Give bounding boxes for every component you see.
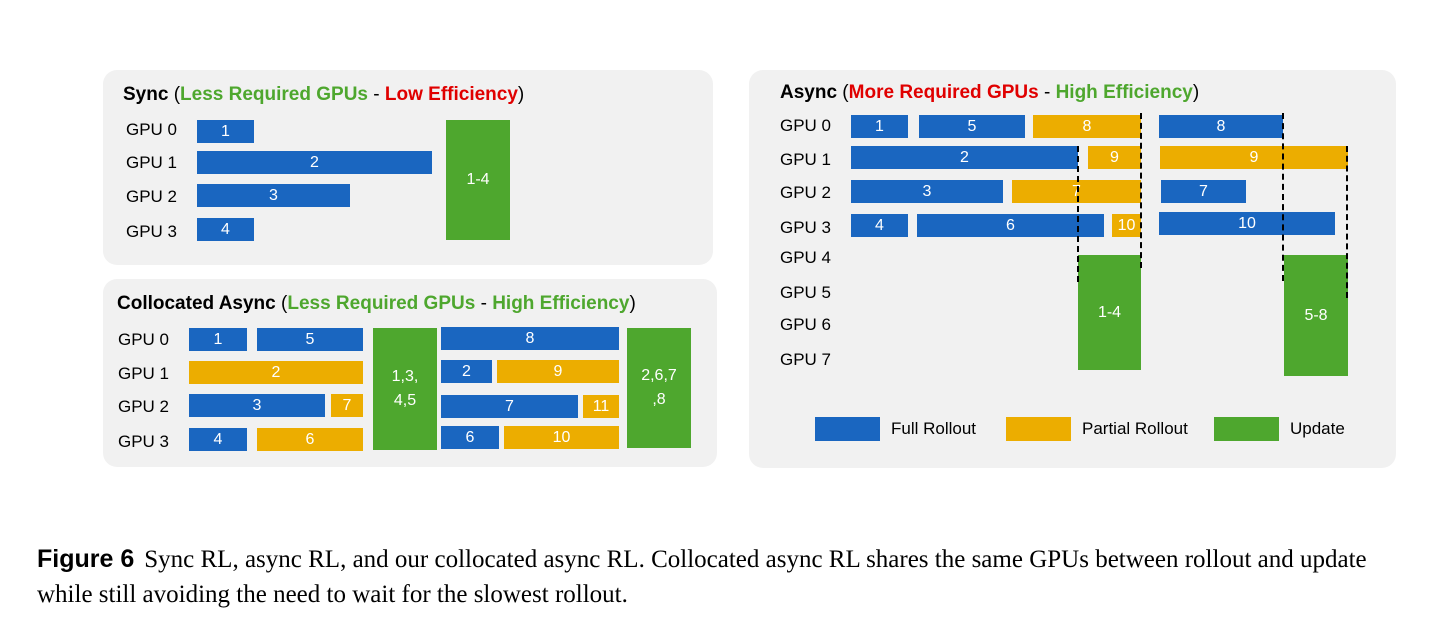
async-rollout-bar: 2 bbox=[851, 146, 1078, 169]
async-gpu-label: GPU 6 bbox=[780, 315, 832, 334]
collocated-gpu-label: GPU 0 bbox=[118, 330, 170, 349]
sync-gpu-label: GPU 2 bbox=[126, 187, 178, 206]
async-gpus-note: More Required GPUs bbox=[848, 82, 1039, 103]
async-title: Async (More Required GPUs - High Efficie… bbox=[780, 82, 1200, 103]
collocated-gpu-label: GPU 3 bbox=[118, 432, 170, 451]
sync-eff-note: Low Efficiency bbox=[384, 84, 518, 105]
collocated-gpus-note: Less Required GPUs bbox=[287, 293, 476, 314]
collocated-update-block: 1,3, 4,5 bbox=[373, 328, 437, 450]
collocated-update-block: 2,6,7 ,8 bbox=[627, 328, 691, 448]
collocated-rollout-bar: 2 bbox=[441, 360, 492, 383]
collocated-rollout-bar: 11 bbox=[583, 395, 619, 418]
sync-gpus-note: Less Required GPUs bbox=[180, 84, 368, 105]
collocated-rollout-bar: 6 bbox=[441, 426, 499, 449]
async-update-block: 1-4 bbox=[1078, 255, 1141, 370]
collocated-rollout-bar: 8 bbox=[441, 327, 619, 350]
collocated-rollout-bar: 2 bbox=[189, 361, 363, 384]
async-dashed-line bbox=[1140, 113, 1142, 268]
async-rollout-bar: 6 bbox=[917, 214, 1104, 237]
collocated-rollout-bar: 3 bbox=[189, 394, 325, 417]
figure-label: Figure 6 bbox=[37, 545, 135, 573]
sync-title-main: Sync bbox=[123, 84, 169, 105]
async-rollout-bar: 9 bbox=[1160, 146, 1348, 169]
async-rollout-bar: 4 bbox=[851, 214, 908, 237]
legend-full-label: Full Rollout bbox=[891, 419, 977, 438]
sync-gpu-label: GPU 3 bbox=[126, 222, 178, 241]
async-rollout-bar: 1 bbox=[851, 115, 908, 138]
async-rollout-bar: 10 bbox=[1112, 214, 1141, 237]
collocated-rollout-bar: 5 bbox=[257, 328, 363, 351]
caption-text: Sync RL, async RL, and our collocated as… bbox=[37, 546, 1367, 608]
sync-title: Sync (Less Required GPUs - Low Efficienc… bbox=[123, 84, 525, 105]
async-rollout-bar: 8 bbox=[1159, 115, 1283, 138]
async-gpu-label: GPU 4 bbox=[780, 248, 832, 267]
sync-update-block: 1-4 bbox=[446, 120, 510, 240]
collocated-title: Collocated Async (Less Required GPUs - H… bbox=[117, 293, 636, 314]
collocated-rollout-bar: 9 bbox=[497, 360, 619, 383]
collocated-gpu-label: GPU 2 bbox=[118, 397, 170, 416]
async-rollout-bar: 10 bbox=[1159, 212, 1335, 235]
async-rollout-bar: 3 bbox=[851, 180, 1003, 203]
legend-full-swatch bbox=[815, 417, 880, 441]
sync-gpu-label: GPU 0 bbox=[126, 120, 178, 139]
async-rollout-bar: 5 bbox=[919, 115, 1025, 138]
async-rollout-bar: 7 bbox=[1012, 180, 1141, 203]
async-gpu-label: GPU 1 bbox=[780, 150, 832, 169]
async-rollout-bar: 9 bbox=[1088, 146, 1141, 169]
async-dashed-line bbox=[1077, 146, 1079, 282]
async-gpu-label: GPU 5 bbox=[780, 283, 832, 302]
legend-update-label: Update bbox=[1290, 419, 1345, 438]
async-dashed-line bbox=[1346, 146, 1348, 298]
collocated-rollout-bar: 10 bbox=[504, 426, 619, 449]
async-gpu-label: GPU 3 bbox=[780, 218, 832, 237]
async-gpu-label: GPU 2 bbox=[780, 183, 832, 202]
legend-update-swatch bbox=[1214, 417, 1279, 441]
async-rollout-bar: 7 bbox=[1161, 180, 1246, 203]
collocated-eff-note: High Efficiency bbox=[492, 293, 630, 314]
sync-rollout-bar: 4 bbox=[197, 218, 254, 241]
async-update-block: 5-8 bbox=[1284, 255, 1348, 376]
collocated-rollout-bar: 7 bbox=[331, 394, 363, 417]
sync-rollout-bar: 1 bbox=[197, 120, 254, 143]
legend-partial-label: Partial Rollout bbox=[1082, 419, 1188, 438]
collocated-gpu-label: GPU 1 bbox=[118, 364, 170, 383]
async-dashed-line bbox=[1282, 113, 1284, 281]
collocated-rollout-bar: 4 bbox=[189, 428, 247, 451]
collocated-title-main: Collocated Async bbox=[117, 293, 276, 314]
collocated-rollout-bar: 6 bbox=[257, 428, 363, 451]
sync-gpu-label: GPU 1 bbox=[126, 153, 178, 172]
sync-rollout-bar: 3 bbox=[197, 184, 350, 207]
async-title-main: Async bbox=[780, 82, 838, 103]
figure-caption: Figure 6 Sync RL, async RL, and our collo… bbox=[37, 542, 1427, 612]
collocated-rollout-bar: 7 bbox=[441, 395, 578, 418]
legend-partial-swatch bbox=[1006, 417, 1071, 441]
async-gpu-label: GPU 0 bbox=[780, 116, 832, 135]
sync-rollout-bar: 2 bbox=[197, 151, 432, 174]
collocated-rollout-bar: 1 bbox=[189, 328, 247, 351]
async-eff-note: High Efficiency bbox=[1055, 82, 1193, 103]
async-gpu-label: GPU 7 bbox=[780, 350, 832, 369]
async-rollout-bar: 8 bbox=[1033, 115, 1141, 138]
